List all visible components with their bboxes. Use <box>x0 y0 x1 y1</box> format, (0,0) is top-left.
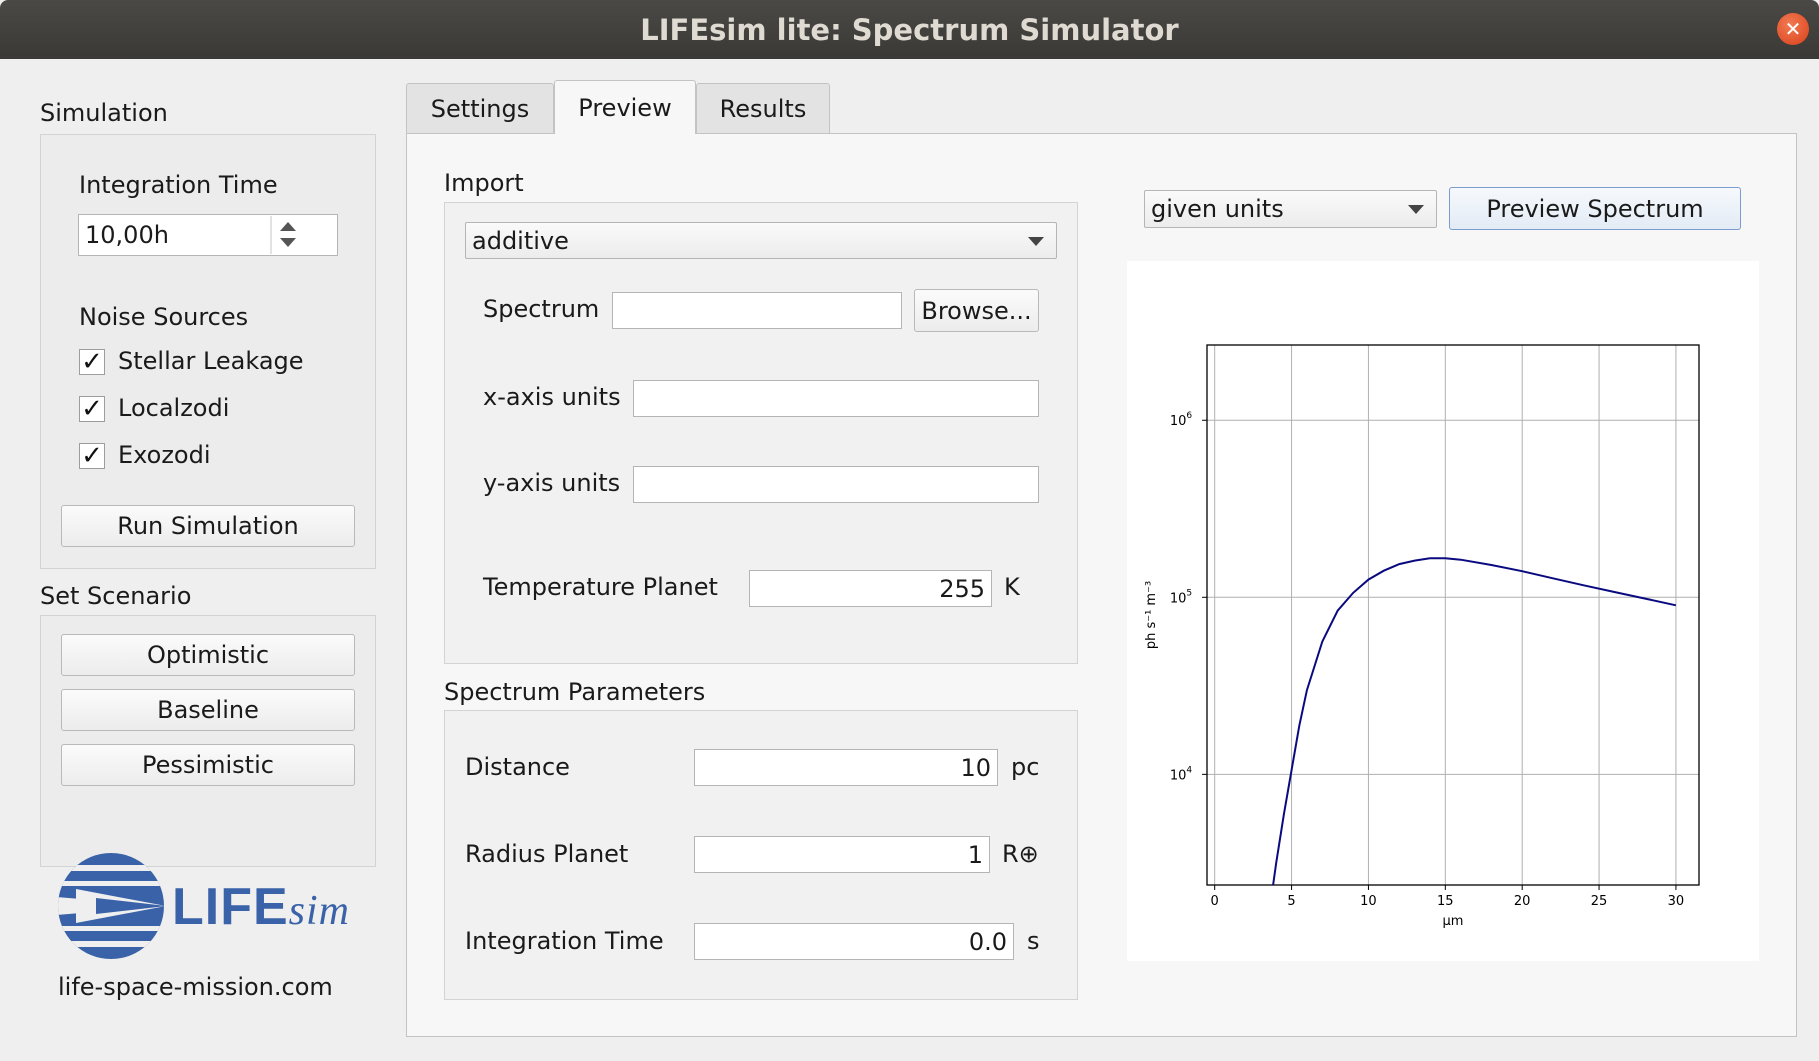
y-tick-label: 106 <box>1170 411 1193 429</box>
preview-spectrum-button[interactable]: Preview Spectrum <box>1449 187 1741 230</box>
integration-time-value: 10,00h <box>85 221 169 249</box>
tab-preview[interactable]: Preview <box>554 80 696 134</box>
x-tick-label: 10 <box>1360 894 1377 909</box>
baseline-button[interactable]: Baseline <box>61 689 355 731</box>
x-tick-label: 0 <box>1211 894 1219 909</box>
units-value: given units <box>1151 195 1284 223</box>
stellar-leakage-label: Stellar Leakage <box>118 347 304 375</box>
distance-input[interactable]: 10 <box>694 749 998 786</box>
integration-time-param-value: 0.0 <box>968 927 1007 956</box>
noise-sources-label: Noise Sources <box>79 303 249 331</box>
x-tick-label: 25 <box>1591 894 1608 909</box>
spin-down-icon <box>280 238 296 247</box>
spectrum-chart-svg: 0 5 10 15 20 25 30 106 105 104 μm ph s⁻¹ m⁻³ <box>1144 344 1700 929</box>
logo-text-italic: sim <box>288 888 351 934</box>
radius-planet-label: Radius Planet <box>465 840 629 868</box>
y-axis-units-label: y-axis units <box>483 469 621 497</box>
import-mode-value: additive <box>472 226 569 255</box>
radius-planet-input[interactable]: 1 <box>694 836 990 873</box>
temperature-unit: K <box>1004 573 1020 601</box>
plot-frame <box>1206 344 1700 886</box>
import-mode-dropdown[interactable]: additive <box>465 222 1057 259</box>
y-tick-label: 104 <box>1170 765 1193 783</box>
title-bar: LIFEsim lite: Spectrum Simulator ✕ <box>0 0 1819 59</box>
radius-planet-value: 1 <box>967 840 983 869</box>
temperature-planet-input[interactable]: 255 <box>749 570 992 607</box>
exozodi-checkbox[interactable]: ✓ <box>79 443 105 469</box>
spectrum-path-input[interactable] <box>612 292 902 329</box>
distance-label: Distance <box>465 753 570 781</box>
stellar-leakage-checkbox[interactable]: ✓ <box>79 349 105 375</box>
integration-time-spinner[interactable] <box>269 214 337 256</box>
pessimistic-button[interactable]: Pessimistic <box>61 744 355 786</box>
distance-unit: pc <box>1011 753 1040 781</box>
y-axis-label: ph s⁻¹ m⁻³ <box>1144 581 1159 649</box>
localzodi-checkbox[interactable]: ✓ <box>79 396 105 422</box>
simulation-heading: Simulation <box>40 99 168 127</box>
temperature-planet-value: 255 <box>939 574 985 603</box>
window-title: LIFEsim lite: Spectrum Simulator <box>640 12 1179 47</box>
import-heading: Import <box>444 169 524 197</box>
chevron-down-icon <box>1028 236 1044 246</box>
y-axis-units-input[interactable] <box>633 466 1039 503</box>
website-url: life-space-mission.com <box>58 973 333 1001</box>
spectrum-label: Spectrum <box>483 295 600 323</box>
x-tick-label: 15 <box>1437 894 1454 909</box>
x-tick-label: 5 <box>1287 894 1295 909</box>
spectrum-parameters-heading: Spectrum Parameters <box>444 678 706 706</box>
units-dropdown[interactable]: given units <box>1144 190 1437 228</box>
integration-time-unit: s <box>1027 927 1040 955</box>
radius-unit: R⊕ <box>1002 840 1039 868</box>
run-simulation-button[interactable]: Run Simulation <box>61 505 355 547</box>
integration-time-param-label: Integration Time <box>465 927 664 955</box>
tab-settings[interactable]: Settings <box>406 83 554 133</box>
close-window-button[interactable]: ✕ <box>1777 13 1809 45</box>
logo-text: LIFEsim <box>172 877 350 937</box>
optimistic-button[interactable]: Optimistic <box>61 634 355 676</box>
integration-time-input[interactable]: 10,00h <box>78 214 338 256</box>
chevron-down-icon <box>1408 205 1424 214</box>
y-tick-label: 105 <box>1170 588 1192 606</box>
x-axis-units-label: x-axis units <box>483 383 621 411</box>
browse-button[interactable]: Browse... <box>914 289 1039 332</box>
localzodi-label: Localzodi <box>118 394 230 422</box>
spectrum-chart: 0 5 10 15 20 25 30 106 105 104 μm ph s⁻¹ m⁻³ <box>1127 261 1759 961</box>
integration-time-label: Integration Time <box>79 171 278 199</box>
temperature-planet-label: Temperature Planet <box>483 573 718 601</box>
spin-up-icon <box>280 222 296 231</box>
life-logo-icon <box>56 851 166 961</box>
spectrum-series-line <box>1272 557 1677 886</box>
x-tick-label: 20 <box>1514 894 1531 909</box>
tab-results[interactable]: Results <box>696 83 830 133</box>
window-client: Simulation Integration Time 10,00h Noise… <box>0 59 1819 1061</box>
x-axis-units-input[interactable] <box>633 380 1039 417</box>
x-axis-label: μm <box>1443 914 1464 929</box>
scenario-heading: Set Scenario <box>40 582 192 610</box>
spinner-arrows-icon <box>270 216 296 254</box>
exozodi-label: Exozodi <box>118 441 211 469</box>
x-tick-label: 30 <box>1668 894 1685 909</box>
logo-text-main: LIFE <box>172 878 289 936</box>
integration-time-param-input[interactable]: 0.0 <box>694 923 1014 960</box>
distance-value: 10 <box>960 753 991 782</box>
